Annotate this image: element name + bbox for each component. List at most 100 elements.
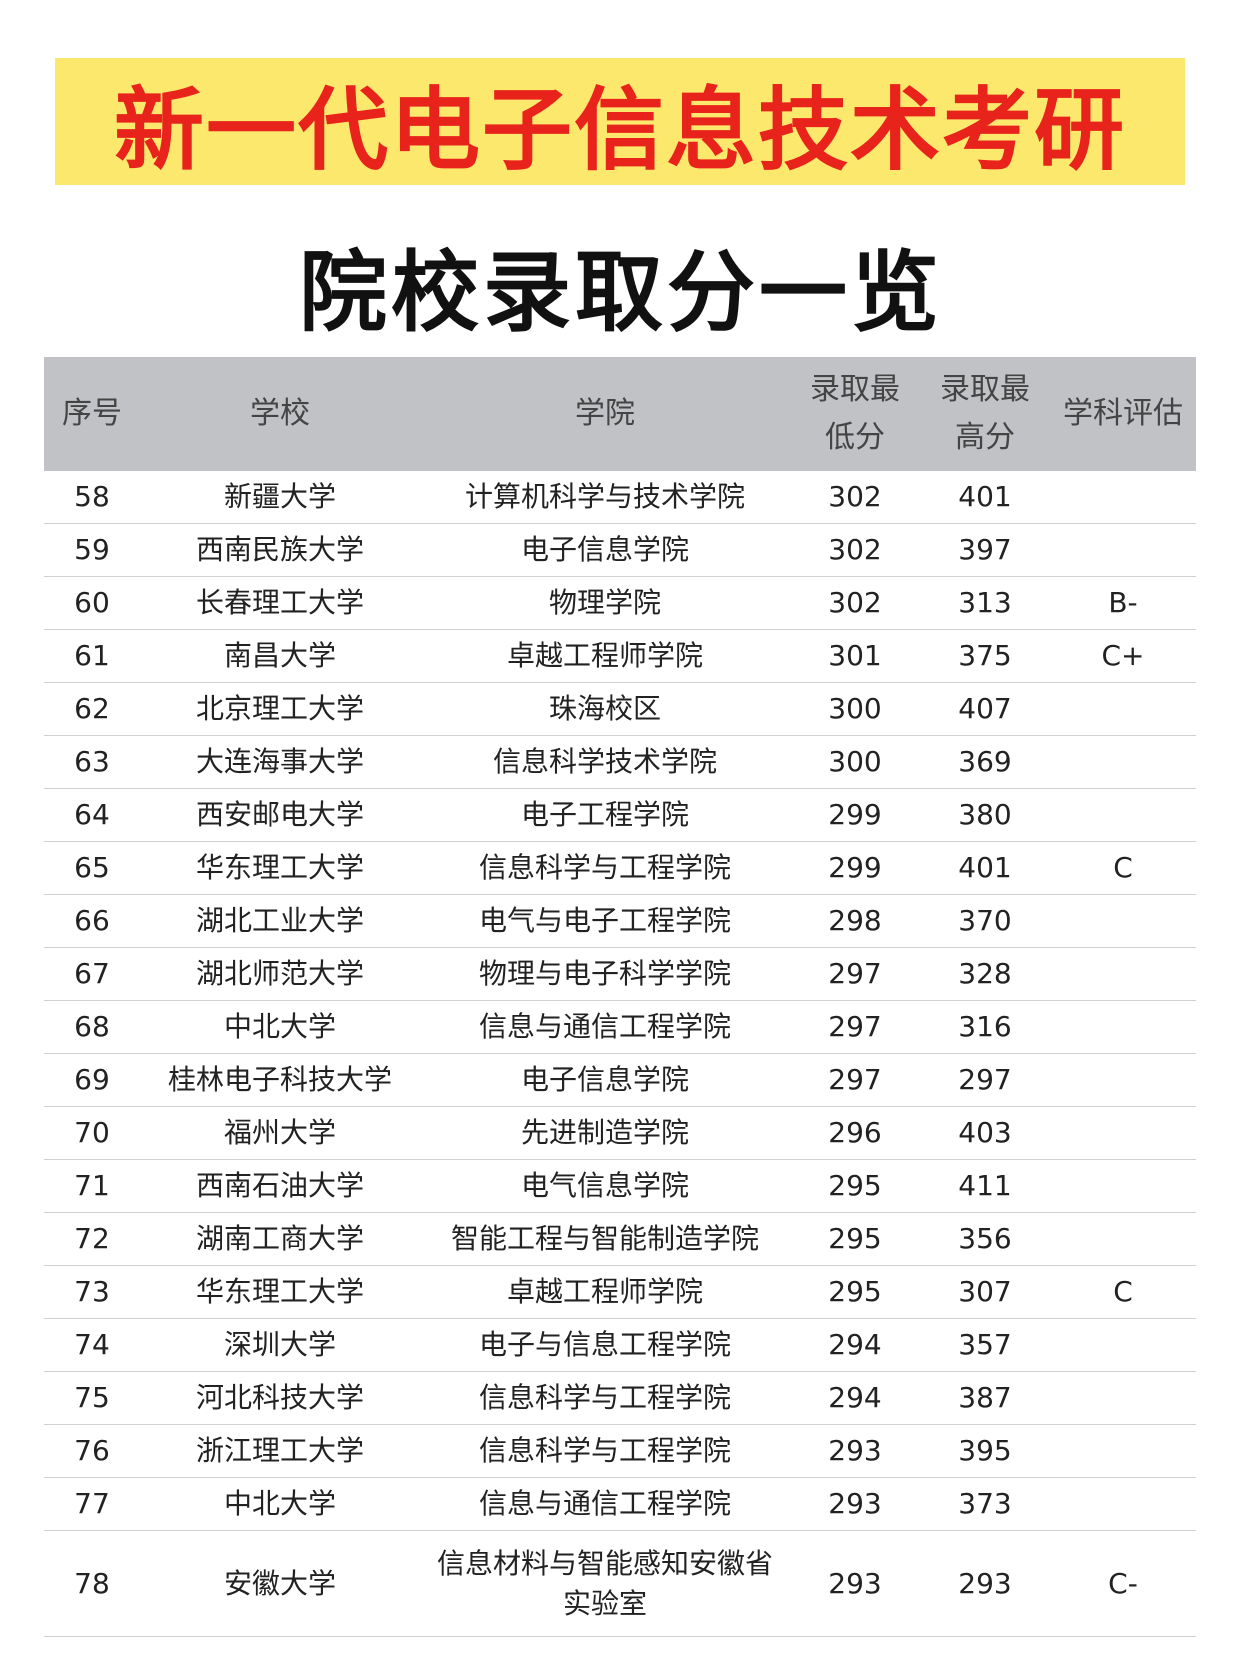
college-cell: 智能工程与智能制造学院 xyxy=(420,1212,790,1266)
table-row: 62 北京理工大学 珠海校区 300 407 xyxy=(44,682,1196,736)
college-cell: 物理学院 xyxy=(420,576,790,630)
max-score-cell: 401 xyxy=(920,841,1050,895)
school-cell: 福州大学 xyxy=(140,1106,420,1160)
max-score-cell: 328 xyxy=(920,947,1050,1001)
index-cell: 61 xyxy=(44,629,140,683)
max-score-cell: 297 xyxy=(920,1053,1050,1107)
max-score-cell: 373 xyxy=(920,1477,1050,1531)
college-cell: 计算机科学与技术学院 xyxy=(420,471,790,524)
school-cell: 中北大学 xyxy=(140,1000,420,1054)
index-cell: 75 xyxy=(44,1371,140,1425)
table-row: 71 西南石油大学 电气信息学院 295 411 xyxy=(44,1159,1196,1213)
evaluation-cell: C xyxy=(1050,841,1196,895)
evaluation-cell xyxy=(1050,523,1196,577)
college-cell: 信息材料与智能感知安徽省实验室 xyxy=(420,1530,790,1637)
index-cell: 74 xyxy=(44,1318,140,1372)
table-row: 73 华东理工大学 卓越工程师学院 295 307 C xyxy=(44,1265,1196,1319)
evaluation-cell xyxy=(1050,735,1196,789)
evaluation-cell xyxy=(1050,1371,1196,1425)
min-score-cell: 295 xyxy=(790,1159,920,1213)
page-title: 新一代电子信息技术考研 xyxy=(114,77,1126,183)
school-cell: 西安邮电大学 xyxy=(140,788,420,842)
school-cell: 北京理工大学 xyxy=(140,682,420,736)
table-row: 77 中北大学 信息与通信工程学院 293 373 xyxy=(44,1477,1196,1531)
index-cell: 59 xyxy=(44,523,140,577)
evaluation-cell xyxy=(1050,471,1196,524)
evaluation-cell: C- xyxy=(1050,1530,1196,1637)
evaluation-cell: C+ xyxy=(1050,629,1196,683)
school-cell: 安徽大学 xyxy=(140,1530,420,1637)
max-score-cell: 375 xyxy=(920,629,1050,683)
evaluation-cell xyxy=(1050,1000,1196,1054)
max-score-cell: 380 xyxy=(920,788,1050,842)
table-row: 61 南昌大学 卓越工程师学院 301 375 C+ xyxy=(44,629,1196,683)
min-score-cell: 293 xyxy=(790,1477,920,1531)
table-row: 63 大连海事大学 信息科学技术学院 300 369 xyxy=(44,735,1196,789)
school-cell: 新疆大学 xyxy=(140,471,420,524)
index-cell: 78 xyxy=(44,1530,140,1637)
max-score-cell: 387 xyxy=(920,1371,1050,1425)
page-subtitle: 院校录取分一览 xyxy=(298,241,943,344)
index-cell: 77 xyxy=(44,1477,140,1531)
table-header-row: 序号 学校 学院 录取最低分 录取最高分 学科评估 xyxy=(44,357,1196,471)
college-cell: 卓越工程师学院 xyxy=(420,1265,790,1319)
index-cell: 58 xyxy=(44,471,140,524)
min-score-cell: 295 xyxy=(790,1265,920,1319)
min-score-cell: 302 xyxy=(790,523,920,577)
table-row: 78 安徽大学 信息材料与智能感知安徽省实验室 293 293 C- xyxy=(44,1530,1196,1637)
header-college: 学院 xyxy=(420,357,790,471)
min-score-cell: 302 xyxy=(790,471,920,524)
max-score-cell: 397 xyxy=(920,523,1050,577)
index-cell: 62 xyxy=(44,682,140,736)
college-cell: 信息科学技术学院 xyxy=(420,735,790,789)
school-cell: 浙江理工大学 xyxy=(140,1424,420,1478)
table-row: 65 华东理工大学 信息科学与工程学院 299 401 C xyxy=(44,841,1196,895)
max-score-cell: 370 xyxy=(920,894,1050,948)
evaluation-cell xyxy=(1050,682,1196,736)
max-score-cell: 293 xyxy=(920,1530,1050,1637)
school-cell: 河北科技大学 xyxy=(140,1371,420,1425)
index-cell: 67 xyxy=(44,947,140,1001)
title-banner: 新一代电子信息技术考研 xyxy=(55,58,1185,185)
college-cell: 电子与信息工程学院 xyxy=(420,1318,790,1372)
min-score-cell: 297 xyxy=(790,1000,920,1054)
college-cell: 电子信息学院 xyxy=(420,523,790,577)
max-score-cell: 307 xyxy=(920,1265,1050,1319)
school-cell: 深圳大学 xyxy=(140,1318,420,1372)
college-cell: 电气与电子工程学院 xyxy=(420,894,790,948)
evaluation-cell xyxy=(1050,1212,1196,1266)
table-row: 59 西南民族大学 电子信息学院 302 397 xyxy=(44,523,1196,577)
school-cell: 南昌大学 xyxy=(140,629,420,683)
max-score-cell: 313 xyxy=(920,576,1050,630)
table-row: 70 福州大学 先进制造学院 296 403 xyxy=(44,1106,1196,1160)
max-score-cell: 403 xyxy=(920,1106,1050,1160)
min-score-cell: 293 xyxy=(790,1424,920,1478)
college-cell: 信息科学与工程学院 xyxy=(420,1371,790,1425)
max-score-cell: 369 xyxy=(920,735,1050,789)
min-score-cell: 298 xyxy=(790,894,920,948)
school-cell: 桂林电子科技大学 xyxy=(140,1053,420,1107)
college-cell: 卓越工程师学院 xyxy=(420,629,790,683)
index-cell: 70 xyxy=(44,1106,140,1160)
school-cell: 湖北师范大学 xyxy=(140,947,420,1001)
min-score-cell: 294 xyxy=(790,1318,920,1372)
min-score-cell: 299 xyxy=(790,788,920,842)
min-score-cell: 294 xyxy=(790,1371,920,1425)
min-score-cell: 297 xyxy=(790,947,920,1001)
evaluation-cell xyxy=(1050,1318,1196,1372)
table-row: 60 长春理工大学 物理学院 302 313 B- xyxy=(44,576,1196,630)
school-cell: 西南石油大学 xyxy=(140,1159,420,1213)
school-cell: 华东理工大学 xyxy=(140,1265,420,1319)
evaluation-cell: B- xyxy=(1050,576,1196,630)
college-cell: 电子工程学院 xyxy=(420,788,790,842)
max-score-cell: 407 xyxy=(920,682,1050,736)
max-score-cell: 357 xyxy=(920,1318,1050,1372)
table-row: 76 浙江理工大学 信息科学与工程学院 293 395 xyxy=(44,1424,1196,1478)
table-row: 64 西安邮电大学 电子工程学院 299 380 xyxy=(44,788,1196,842)
index-cell: 72 xyxy=(44,1212,140,1266)
min-score-cell: 300 xyxy=(790,682,920,736)
table-row: 68 中北大学 信息与通信工程学院 297 316 xyxy=(44,1000,1196,1054)
evaluation-cell xyxy=(1050,1106,1196,1160)
school-cell: 西南民族大学 xyxy=(140,523,420,577)
evaluation-cell xyxy=(1050,1424,1196,1478)
